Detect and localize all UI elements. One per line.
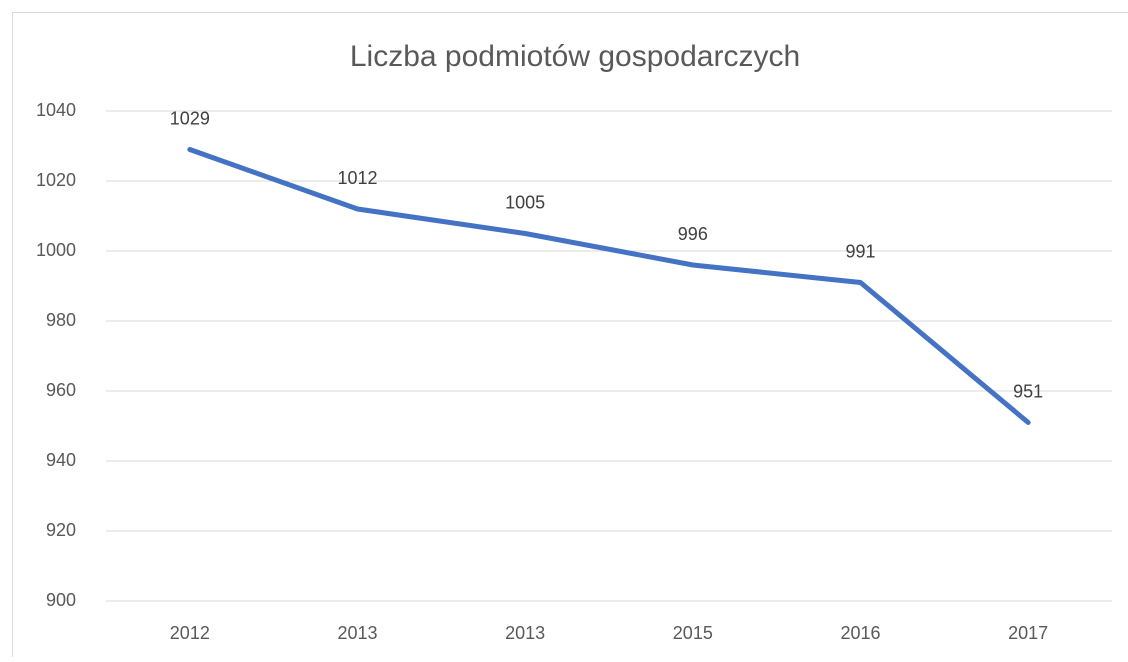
data-label: 1005 [505,192,545,212]
y-tick-label: 940 [46,450,76,470]
data-label: 951 [1013,381,1043,401]
chart-title: Liczba podmiotów gospodarczych [350,40,800,73]
data-label: 1012 [337,168,377,188]
x-tick-label: 2013 [337,623,377,643]
x-tick-label: 2012 [170,623,210,643]
y-tick-label: 920 [46,520,76,540]
y-tick-label: 900 [46,590,76,610]
x-tick-label: 2015 [673,623,713,643]
x-tick-label: 2016 [840,623,880,643]
data-label: 991 [845,241,875,261]
x-tick-label: 2017 [1008,623,1048,643]
y-tick-label: 980 [46,310,76,330]
y-tick-label: 1020 [36,170,76,190]
y-tick-label: 960 [46,380,76,400]
y-tick-label: 1040 [36,100,76,120]
y-tick-label: 1000 [36,240,76,260]
data-label: 996 [678,224,708,244]
data-label: 1029 [170,108,210,128]
x-tick-label: 2013 [505,623,545,643]
